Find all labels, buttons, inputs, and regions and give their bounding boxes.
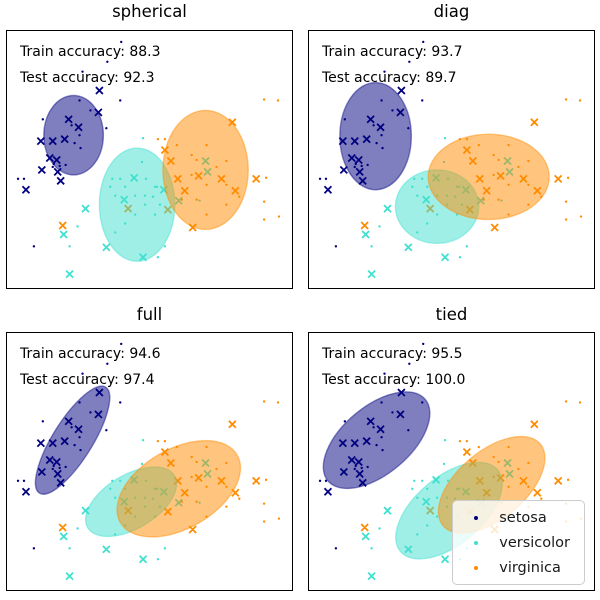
subplot-title-full: full xyxy=(136,305,163,324)
subplot-title-tied: tied xyxy=(435,305,468,324)
train-accuracy-text-diag: Train accuracy: 93.7 xyxy=(322,44,463,60)
legend-label: versicolor xyxy=(499,534,570,551)
legend-marker-setosa-icon xyxy=(453,515,499,520)
test-accuracy-text-tied: Test accuracy: 100.0 xyxy=(322,372,466,388)
gaussian-ellipse-setosa xyxy=(43,94,105,176)
scatter-plot-spherical xyxy=(16,40,281,279)
gaussian-ellipse-setosa xyxy=(34,385,111,495)
subplot-title-spherical: spherical xyxy=(112,2,187,21)
legend-item-setosa: setosa xyxy=(453,505,578,530)
test-accuracy-text-diag: Test accuracy: 89.7 xyxy=(322,70,457,86)
scatter-plot-full xyxy=(16,342,281,581)
legend-label: virginica xyxy=(499,559,561,576)
subplot-tied: Train accuracy: 95.5 Test accuracy: 100.… xyxy=(308,332,595,591)
gaussian-ellipse-virginica xyxy=(162,109,249,231)
gaussian-ellipse-virginica xyxy=(427,133,550,221)
legend-label: setosa xyxy=(499,509,547,526)
subplot-title-diag: diag xyxy=(433,2,470,21)
legend-item-virginica: virginica xyxy=(453,555,578,580)
test-accuracy-text-full: Test accuracy: 97.4 xyxy=(20,372,155,388)
subplot-diag: Train accuracy: 93.7 Test accuracy: 89.7 xyxy=(308,30,595,289)
gaussian-ellipse-setosa xyxy=(339,81,413,191)
train-accuracy-text-tied: Train accuracy: 95.5 xyxy=(322,346,463,362)
scatter-plot-diag xyxy=(318,40,583,279)
legend-marker-virginica-icon xyxy=(453,565,499,570)
gaussian-ellipse-virginica xyxy=(116,439,242,538)
legend-marker-versicolor-icon xyxy=(453,540,499,545)
train-accuracy-text-full: Train accuracy: 94.6 xyxy=(20,346,161,362)
test-accuracy-text-spherical: Test accuracy: 92.3 xyxy=(20,70,155,86)
subplot-full: Train accuracy: 94.6 Test accuracy: 97.4 xyxy=(6,332,293,591)
legend-item-versicolor: versicolor xyxy=(453,530,578,555)
legend: setosa versicolor virginica xyxy=(452,500,585,585)
train-accuracy-text-spherical: Train accuracy: 88.3 xyxy=(20,44,161,60)
subplot-spherical: Train accuracy: 88.3 Test accuracy: 92.3 xyxy=(6,30,293,289)
gaussian-ellipse-setosa xyxy=(322,391,431,490)
